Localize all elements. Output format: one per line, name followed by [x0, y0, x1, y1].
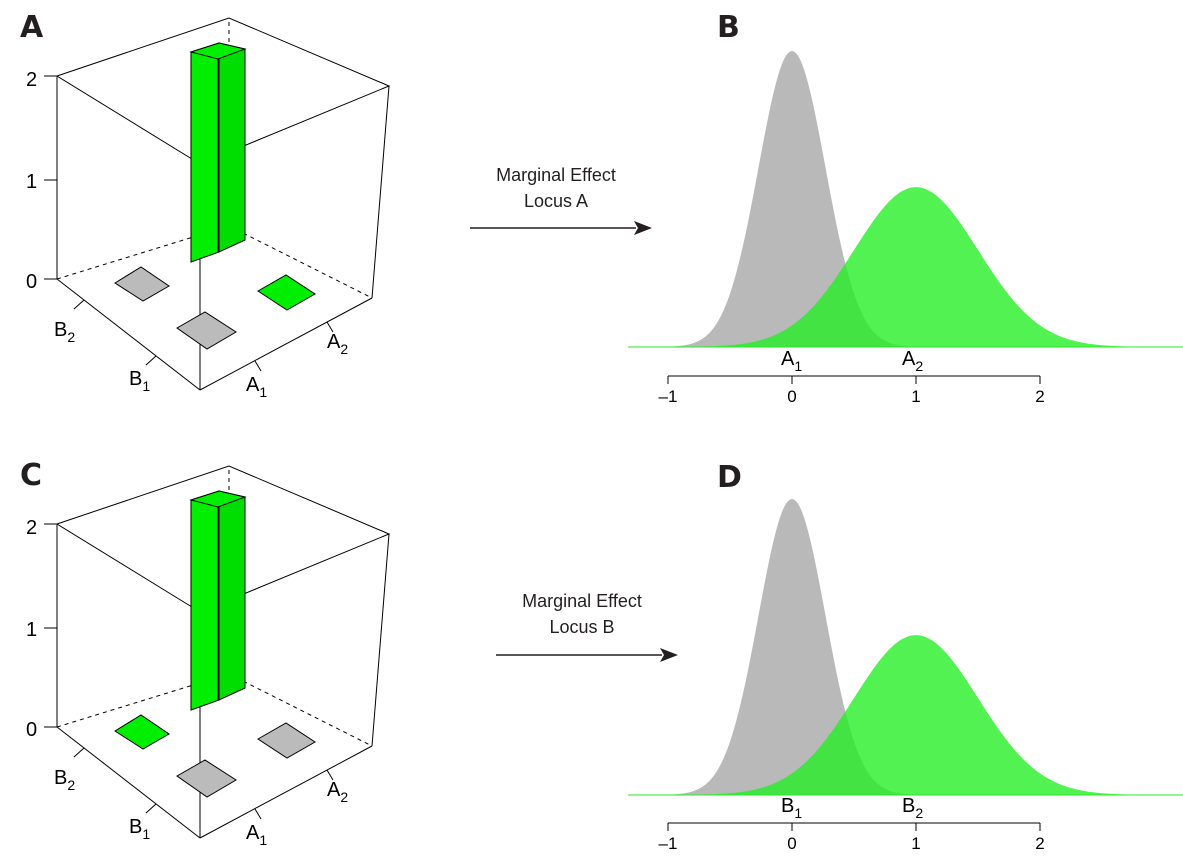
arrow-locus-b: Marginal Effect Locus B: [496, 591, 678, 662]
a-level-1: A1: [246, 374, 267, 400]
bar-a2-b2: [189, 42, 247, 263]
curve-b2: [628, 635, 1183, 795]
x-tick-2: 2: [1035, 834, 1044, 853]
panel-b: B A1 A2 –1 0 1 2: [628, 10, 1183, 406]
cell-a2-b1: [257, 274, 316, 311]
x-tick-0: 0: [787, 387, 796, 406]
curve-label-b1: B1: [781, 795, 802, 821]
z-tick-1: 1: [26, 171, 37, 193]
cell-a1-b1: [176, 311, 237, 350]
x-tick-0: 0: [787, 834, 796, 853]
arrow-label-line1: Marginal Effect: [496, 165, 616, 185]
x-tick-1: 1: [911, 387, 920, 406]
x-tick-1: 1: [911, 834, 920, 853]
panel-c: C 2 1 0: [20, 458, 391, 848]
z-tick-0: 0: [26, 719, 37, 741]
arrow-locus-a: Marginal Effect Locus A: [470, 165, 652, 235]
b-level-2: B2: [54, 767, 75, 793]
b-level-1: B1: [129, 368, 150, 394]
z-tick-2: 2: [26, 69, 37, 91]
a-axis-c: A1 A2: [246, 769, 348, 848]
x-tick-2: 2: [1035, 387, 1044, 406]
a-level-2: A2: [327, 779, 348, 805]
panel-d: D B1 B2 –1 0 1 2: [628, 460, 1183, 853]
curve-a1: [628, 51, 1183, 347]
cell-a1-b2: [114, 714, 170, 750]
panel-label-a: A: [20, 10, 44, 45]
arrow-label-line1: Marginal Effect: [522, 591, 642, 611]
a-level-1: A1: [246, 822, 267, 848]
x-axis-b: –1 0 1 2: [659, 375, 1045, 406]
panel-label-b: B: [717, 10, 740, 45]
z-tick-0: 0: [26, 271, 37, 293]
x-tick-neg1: –1: [659, 387, 678, 406]
x-tick-neg1: –1: [659, 834, 678, 853]
panel-a: A 2 1 0: [20, 10, 391, 400]
curve-label-a2: A2: [902, 348, 923, 374]
arrow-label-line2: Locus B: [549, 617, 614, 637]
b-level-2: B2: [54, 319, 75, 345]
z-axis-a: 2 1 0: [26, 69, 57, 293]
panel-label-c: C: [20, 458, 42, 493]
bar-a2-b2: [189, 490, 247, 711]
b-axis-a: B2 B1: [54, 299, 157, 394]
curve-label-b2: B2: [902, 795, 923, 821]
a-axis-a: A1 A2: [246, 321, 348, 400]
arrow-label-line2: Locus A: [524, 191, 588, 211]
z-tick-2: 2: [26, 517, 37, 539]
b-axis-c: B2 B1: [54, 747, 157, 842]
x-axis-d: –1 0 1 2: [659, 822, 1045, 853]
cell-a2-b1: [257, 722, 316, 759]
a-level-2: A2: [327, 331, 348, 357]
curve-a2: [628, 187, 1183, 347]
cell-a1-b1: [176, 759, 237, 798]
b-level-1: B1: [129, 816, 150, 842]
curve-label-a1: A1: [781, 348, 802, 374]
z-tick-1: 1: [26, 619, 37, 641]
cell-a1-b2: [114, 266, 170, 302]
panel-label-d: D: [717, 460, 742, 495]
curve-b1: [628, 499, 1183, 795]
z-axis-c: 2 1 0: [26, 517, 57, 741]
